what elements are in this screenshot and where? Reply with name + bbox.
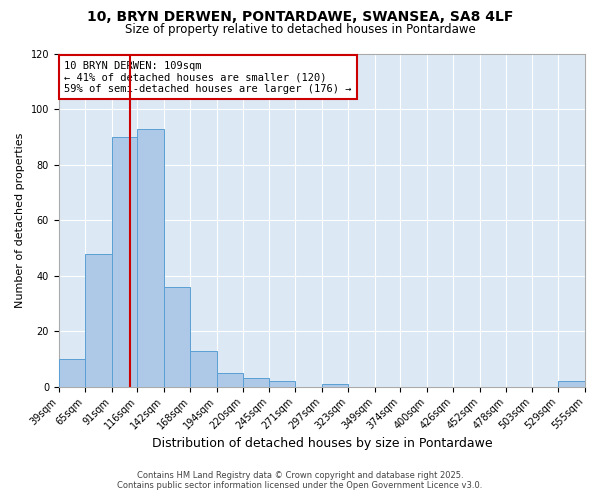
Bar: [59, 359, 85, 386]
Bar: [217, 373, 244, 386]
Bar: [137, 129, 164, 386]
Text: Contains HM Land Registry data © Crown copyright and database right 2025.
Contai: Contains HM Land Registry data © Crown c…: [118, 470, 482, 490]
Bar: [269, 381, 295, 386]
Bar: [559, 381, 585, 386]
Bar: [244, 378, 269, 386]
Bar: [190, 350, 217, 386]
Text: 10, BRYN DERWEN, PONTARDAWE, SWANSEA, SA8 4LF: 10, BRYN DERWEN, PONTARDAWE, SWANSEA, SA…: [87, 10, 513, 24]
Bar: [112, 137, 137, 386]
Bar: [164, 287, 190, 386]
Y-axis label: Number of detached properties: Number of detached properties: [15, 132, 25, 308]
Bar: [322, 384, 349, 386]
Bar: [85, 254, 112, 386]
Text: Size of property relative to detached houses in Pontardawe: Size of property relative to detached ho…: [125, 22, 475, 36]
Text: 10 BRYN DERWEN: 109sqm
← 41% of detached houses are smaller (120)
59% of semi-de: 10 BRYN DERWEN: 109sqm ← 41% of detached…: [64, 60, 352, 94]
X-axis label: Distribution of detached houses by size in Pontardawe: Distribution of detached houses by size …: [152, 437, 492, 450]
